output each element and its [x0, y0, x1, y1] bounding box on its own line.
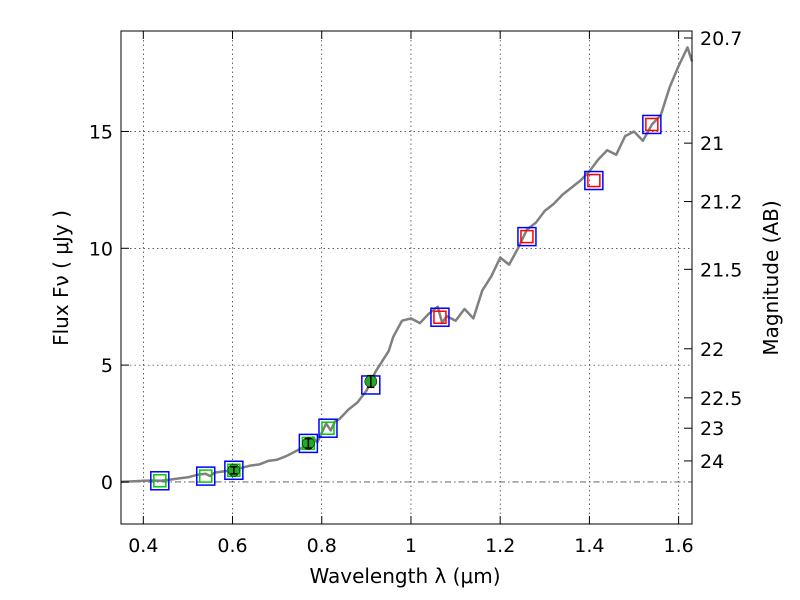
- y2-tick-label: 24: [700, 451, 724, 473]
- model-photometry-box: [430, 307, 450, 327]
- x-tick-label: 1.6: [664, 535, 694, 557]
- x-tick-label: 0.4: [128, 535, 158, 557]
- sed-model-line: [120, 46, 694, 484]
- y2-tick-label: 21.2: [700, 192, 742, 214]
- grid: [121, 31, 692, 524]
- x-axis-label: Wavelength λ (μm): [309, 564, 500, 588]
- model-photometry-box: [584, 170, 604, 191]
- y-tick-label: 15: [89, 121, 113, 143]
- y2-tick-label: 21.5: [700, 259, 742, 281]
- model-photometry-box: [318, 418, 338, 438]
- model-photometry-box: [224, 460, 244, 481]
- y2-tick-label: 20.7: [700, 28, 742, 50]
- model-photometry-box: [517, 226, 537, 247]
- model-photometry-box: [196, 466, 216, 486]
- y2-tick-label: 22.5: [700, 388, 742, 410]
- x-tick-label: 1: [405, 535, 417, 557]
- optical-model-box: [153, 474, 167, 488]
- y2-tick-label: 22: [700, 339, 724, 361]
- y-axis-label: Flux Fν ( μJy ): [49, 210, 73, 346]
- plot-frame: [120, 30, 693, 525]
- y2-axis-label: Magnitude (AB): [759, 200, 783, 355]
- model-photometry-box: [150, 471, 170, 491]
- x-tick-label: 1.4: [574, 535, 604, 557]
- y-tick-label: 0: [101, 472, 113, 494]
- model-photometry-box: [298, 433, 319, 454]
- optical-model-box: [199, 469, 213, 483]
- x-tick-label: 1.2: [485, 535, 515, 557]
- model-photometry-box: [642, 114, 662, 135]
- x-tick-label: 0.8: [307, 535, 337, 557]
- nir-model-box: [520, 229, 534, 244]
- axis-ticks: 0.4 0.6 0.8 1 1.2 1.4 1.6 0 5 10 15 20.7 21 21.2 21.5 2…: [89, 28, 743, 557]
- y2-tick-label: 21: [700, 133, 724, 155]
- x-tick-label: 0.6: [217, 535, 247, 557]
- optical-model-box: [321, 421, 335, 435]
- y-tick-label: 10: [89, 238, 113, 260]
- sed-model-curve: [120, 46, 694, 484]
- photometry-markers: [150, 114, 662, 491]
- nir-model-box: [587, 173, 601, 188]
- nir-model-box: [645, 117, 659, 132]
- nir-model-box: [433, 310, 447, 324]
- y2-tick-label: 23: [700, 418, 724, 440]
- y-tick-label: 5: [101, 355, 113, 377]
